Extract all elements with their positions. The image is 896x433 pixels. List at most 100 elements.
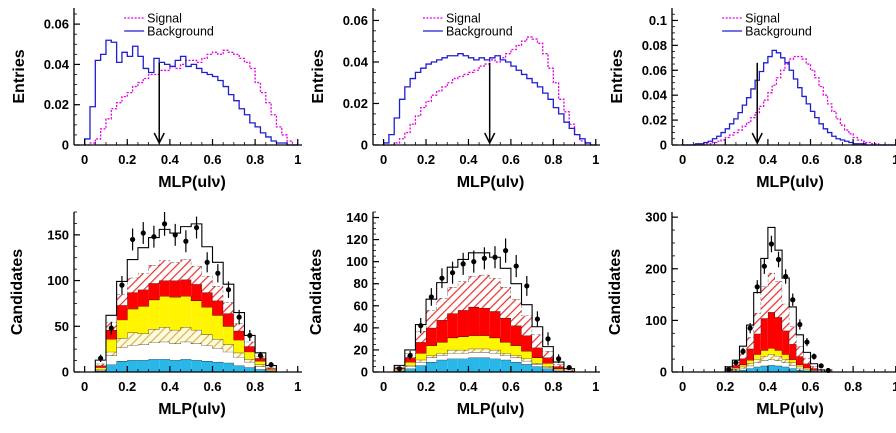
stack-bar <box>116 361 128 372</box>
data-point <box>449 270 456 276</box>
data-point <box>129 236 136 243</box>
x-tick-label: 0.6 <box>502 152 520 167</box>
stack-bar <box>233 330 245 340</box>
stack-bar <box>774 317 783 351</box>
data-point <box>439 275 445 281</box>
stack-bar <box>468 348 480 353</box>
stack-bar <box>394 365 405 367</box>
chart-panel-bottom-right: 0 100 200 300 0 0.2 0.4 0.6 0.8 1 MLP(ulν) Candidat… <box>607 210 896 418</box>
y-tick-label: 0.04 <box>44 57 70 72</box>
stack-bar <box>796 364 804 367</box>
data-point <box>726 366 732 373</box>
stack-bar <box>532 363 543 365</box>
stack-bar <box>760 356 768 361</box>
stack-bar <box>265 367 277 369</box>
stack-bar <box>169 329 181 344</box>
stack-bar <box>753 333 761 355</box>
data-point <box>790 297 796 303</box>
stack-bar <box>789 365 797 369</box>
legend-label: Background <box>147 25 214 39</box>
stack-bar <box>542 351 554 358</box>
stack-bar <box>159 327 170 342</box>
stack-bar <box>127 277 138 293</box>
chart-panel-bottom-middle: 0 20 40 60 80 100 120 140 0 0.2 0.4 0.6 0.8 1 MLP(ulν)… <box>308 210 600 418</box>
y-tick-label: 50 <box>55 319 69 334</box>
stack-bar <box>782 354 790 360</box>
stack-bar <box>500 268 511 288</box>
stack-bar <box>500 287 511 318</box>
stack-bar <box>532 326 543 335</box>
x-axis-label: MLP(ulν) <box>457 401 525 418</box>
stack-bar <box>436 355 448 360</box>
y-tick-label: 150 <box>47 227 69 242</box>
stack-bar <box>148 265 160 284</box>
stack-bar <box>796 356 804 365</box>
stack-bar <box>753 354 761 360</box>
series-line-signal <box>682 55 896 146</box>
stack-bar <box>116 319 128 339</box>
stack-bar <box>782 278 790 304</box>
stack-bar <box>180 341 192 360</box>
stack-bar <box>468 352 480 358</box>
data-point <box>268 362 274 368</box>
stack-bar <box>116 294 128 306</box>
stack-bar <box>426 355 437 358</box>
stack-bar <box>212 300 224 316</box>
x-tick-label: 0.6 <box>502 379 520 394</box>
stack-bar <box>553 364 564 367</box>
x-tick-label: 0 <box>81 152 88 167</box>
stack-bar <box>265 369 277 371</box>
stack-bar <box>426 327 437 346</box>
stack-bar <box>244 341 256 347</box>
stack-bar <box>105 355 117 365</box>
x-tick-label: 1 <box>294 152 301 167</box>
stack-bar <box>223 326 234 345</box>
y-tick-label: 0.04 <box>343 54 369 69</box>
stack-bar <box>436 298 448 321</box>
data-point <box>556 356 562 362</box>
stack-bar <box>553 369 564 371</box>
stack-bar <box>553 366 564 369</box>
y-tick-label: 100 <box>645 313 667 328</box>
stack-bar <box>767 272 775 313</box>
y-axis-label: Candidates <box>607 249 624 335</box>
stack-bar <box>521 335 533 352</box>
stack-bar <box>732 365 740 368</box>
stack-bar <box>137 247 149 274</box>
stack-bar <box>479 274 490 308</box>
y-tick-label: 20 <box>354 342 368 357</box>
stack-bar <box>137 333 149 345</box>
stack-bar <box>542 357 554 364</box>
stack-bar <box>489 337 501 350</box>
stack-bar <box>753 313 761 334</box>
stack-bar <box>767 359 775 366</box>
x-tick-label: 0.6 <box>801 379 819 394</box>
y-tick-label: 200 <box>645 261 667 276</box>
stack-bar <box>116 347 128 362</box>
stack-bar <box>212 286 224 301</box>
stack-bar <box>244 367 256 372</box>
stack-bar <box>500 353 511 356</box>
stack-bar <box>223 302 234 314</box>
stack-bar <box>457 310 469 337</box>
stack-bar <box>415 365 427 372</box>
stack-bar <box>415 362 427 366</box>
stack-bar <box>169 297 181 330</box>
stack-bar <box>244 346 256 352</box>
stack-bar <box>803 369 811 371</box>
stack-bar <box>265 370 277 372</box>
data-point <box>768 241 775 247</box>
stack-bar <box>746 337 754 349</box>
stack-bar <box>500 355 511 360</box>
stack-outline <box>84 259 298 373</box>
stack-bar <box>436 353 448 356</box>
stack-bar <box>159 341 170 360</box>
stack-bar <box>457 353 469 359</box>
stack-bar <box>542 367 554 369</box>
stack-bar <box>212 348 224 362</box>
stack-bar <box>223 344 234 352</box>
stack-bar <box>732 367 740 369</box>
stack-bar <box>191 329 202 344</box>
